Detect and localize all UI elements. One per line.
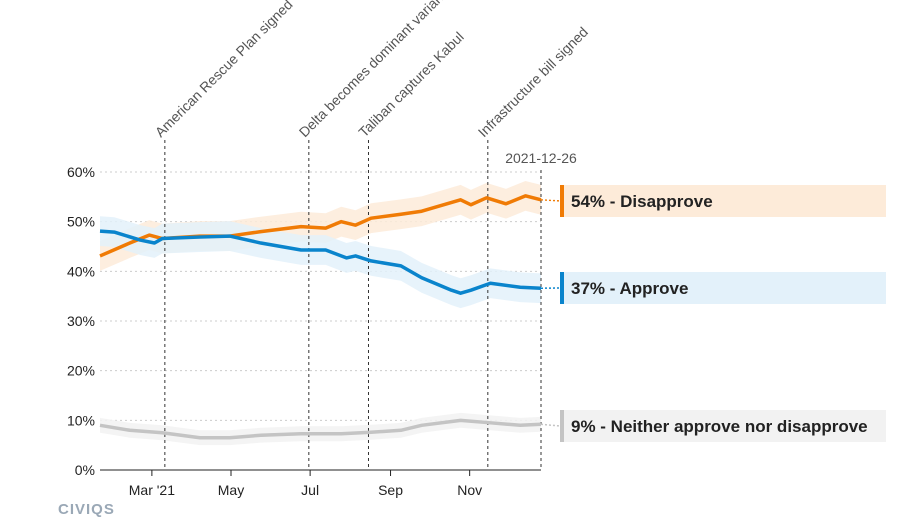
y-tick-label: 30% — [67, 313, 95, 329]
end-label: 54% - Disapprove — [571, 192, 713, 211]
current-date-label: 2021-12-26 — [505, 150, 577, 166]
series-line — [99, 418, 542, 440]
event-label: Infrastructure bill signed — [475, 24, 591, 140]
event-label: Taliban captures Kabul — [355, 29, 466, 140]
end-label: 37% - Approve — [571, 279, 688, 298]
end-label-box — [560, 272, 886, 304]
end-label-connector — [540, 199, 561, 202]
x-tick-label: Sep — [378, 482, 403, 498]
confidence-band — [100, 216, 541, 309]
end-label-box — [560, 410, 886, 442]
end-label-box — [560, 185, 886, 217]
end-label: 9% - Neither approve nor disapprove — [571, 417, 868, 436]
x-tick-label: Mar '21 — [129, 482, 175, 498]
y-tick-label: 60% — [67, 164, 95, 180]
x-tick-label: Jul — [301, 482, 319, 498]
end-label-bar — [560, 410, 564, 442]
confidence-band — [100, 412, 541, 446]
x-tick-label: Nov — [457, 482, 482, 498]
series-line — [99, 229, 542, 295]
event-label: American Rescue Plan signed — [152, 0, 296, 140]
end-label-connector — [540, 423, 561, 427]
y-tick-label: 50% — [67, 214, 95, 230]
end-label-bar — [560, 185, 564, 217]
x-tick-label: May — [218, 482, 244, 498]
y-tick-label: 40% — [67, 263, 95, 279]
y-tick-label: 20% — [67, 363, 95, 379]
civiqs-logo: CIVIQS — [58, 501, 115, 518]
y-tick-label: 0% — [75, 462, 95, 478]
end-label-bar — [560, 272, 564, 304]
y-tick-label: 10% — [67, 412, 95, 428]
